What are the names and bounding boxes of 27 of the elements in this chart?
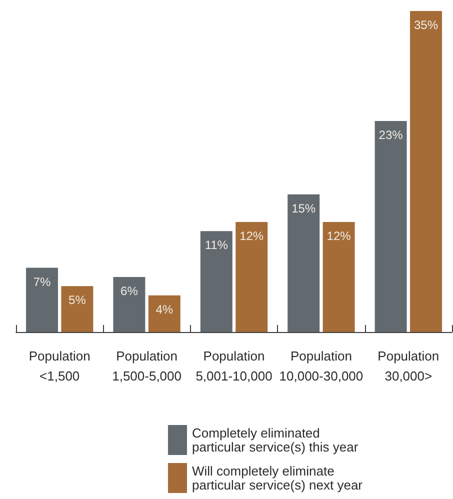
data-label: 23% <box>378 128 404 142</box>
data-label: 11% <box>204 238 228 252</box>
legend-label: Completely eliminated particular service(s) this year <box>192 426 359 454</box>
data-label: 5% <box>68 293 86 308</box>
bar <box>148 295 180 332</box>
bar <box>200 231 232 332</box>
x-tick-label: Population 1,500-5,000 <box>112 348 182 384</box>
data-label: 12% <box>240 228 264 243</box>
bar <box>113 276 146 332</box>
data-label: 4% <box>156 302 174 316</box>
x-tick-label: Population <1,500 <box>28 348 90 384</box>
data-label: 7% <box>33 274 51 289</box>
bar <box>61 286 94 332</box>
data-label: 12% <box>326 228 352 243</box>
data-label: 35% <box>414 18 438 32</box>
data-label: 15% <box>292 201 316 216</box>
bar <box>374 121 407 332</box>
x-tick-label: Population 30,000> <box>378 348 440 384</box>
bar <box>322 222 355 332</box>
data-label: 6% <box>120 284 138 298</box>
bar <box>236 222 268 332</box>
x-tick-label: Population 10,000-30,000 <box>279 348 364 384</box>
bar <box>410 11 442 332</box>
legend-label: Will completely eliminate particular service(s) next year <box>192 464 364 492</box>
bar <box>26 268 58 332</box>
bar <box>288 194 320 332</box>
x-tick-label: Population 5,001-10,000 <box>196 348 272 384</box>
